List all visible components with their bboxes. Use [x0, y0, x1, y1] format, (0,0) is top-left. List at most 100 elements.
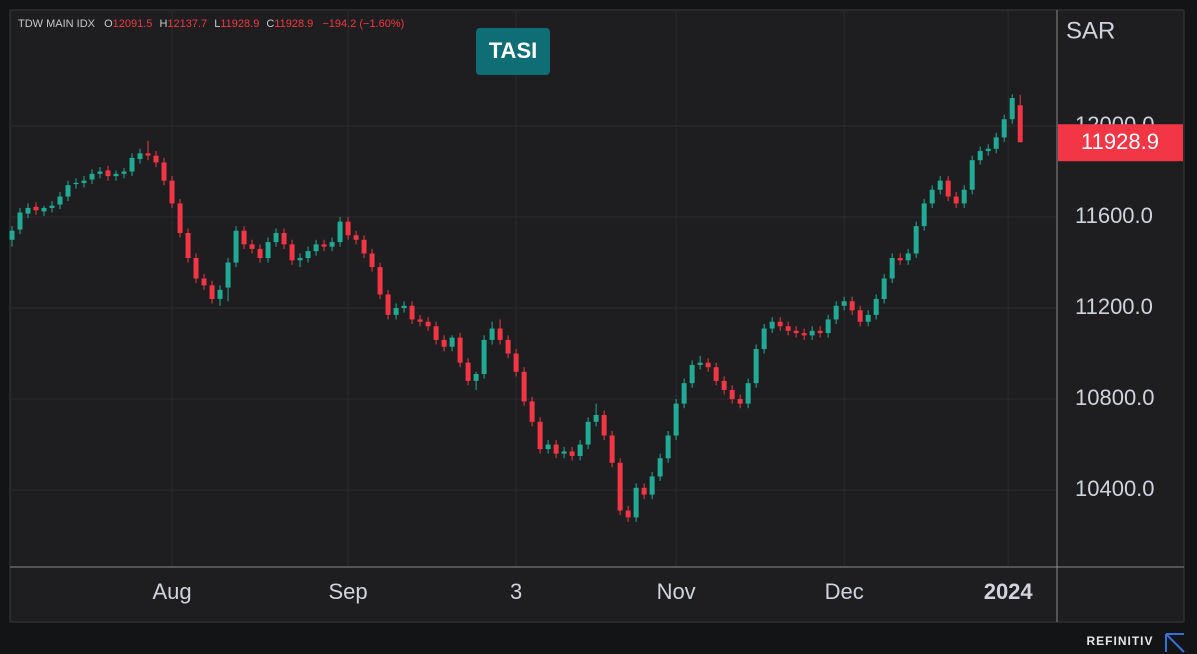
candle-body	[329, 242, 335, 247]
candle-body	[49, 205, 55, 208]
candle-body	[705, 362, 711, 368]
candle-body	[241, 230, 247, 245]
candle-body	[665, 435, 671, 459]
candle-body	[697, 362, 703, 365]
labels: 10400.010800.011200.011600.012000.0AugSe…	[152, 112, 1183, 604]
candle-body	[753, 349, 759, 384]
candle-body	[441, 339, 447, 347]
candle-body	[233, 230, 239, 263]
source: REFINITIV	[1086, 634, 1153, 648]
candle-body	[185, 232, 191, 259]
candle-body	[777, 321, 783, 327]
candle-body	[657, 458, 663, 477]
candle-body	[449, 337, 455, 347]
ohlc-label: C	[266, 18, 274, 30]
candle-body	[833, 305, 839, 320]
candle-body	[609, 435, 615, 463]
candle-body	[897, 258, 903, 261]
candle-body	[265, 242, 271, 259]
candle-body	[761, 328, 767, 350]
candle-body	[409, 305, 415, 320]
candle-body	[953, 196, 959, 204]
price-tag	[1058, 124, 1183, 162]
candle-body	[641, 487, 647, 495]
candle-body	[537, 421, 543, 450]
candle-body	[513, 353, 519, 372]
candle-body	[305, 251, 311, 259]
candle-body	[585, 421, 591, 445]
candle-body	[281, 232, 287, 245]
candle-body	[1009, 98, 1015, 120]
candle-body	[417, 319, 423, 322]
candle-body	[145, 153, 151, 156]
candle-body	[289, 244, 295, 261]
candle-body	[249, 244, 255, 249]
candle-body	[521, 371, 527, 402]
candle-body	[889, 258, 895, 279]
candle-body	[169, 180, 175, 204]
candle-body	[905, 253, 911, 261]
x-tick-label: 3	[510, 579, 522, 604]
candle-body	[393, 308, 399, 315]
price-tag-label: 11928.9	[1081, 129, 1159, 154]
candle-body	[633, 487, 639, 518]
candle-body	[545, 444, 551, 450]
candle-body	[913, 226, 919, 254]
candle-body	[689, 364, 695, 384]
ohlc-value: 12091.5	[113, 18, 153, 30]
candle-body	[817, 330, 823, 334]
candle-body	[1001, 119, 1007, 138]
candle-body	[553, 444, 559, 454]
ohlc-label: L	[214, 18, 220, 30]
candle-body	[993, 137, 999, 149]
candle-body	[881, 278, 887, 299]
candle-body	[681, 383, 687, 404]
candle-body	[849, 301, 855, 311]
candle-body	[313, 244, 319, 252]
candle-body	[945, 180, 951, 197]
candle-body	[929, 189, 935, 204]
candle-body	[593, 415, 599, 422]
chart-frame	[9, 9, 1185, 623]
candle-body	[297, 258, 303, 261]
candle-body	[425, 321, 431, 327]
candle-body	[793, 330, 799, 334]
candle-body	[649, 476, 655, 495]
source-logo	[1165, 633, 1185, 653]
candle-body	[969, 160, 975, 190]
candle-body	[321, 244, 327, 247]
candle-body	[865, 314, 871, 322]
candle-body	[873, 298, 879, 315]
badge-text: TASI	[489, 38, 537, 63]
candle-body	[369, 253, 375, 268]
candle-body	[73, 182, 79, 185]
candle-body	[89, 173, 95, 180]
candle-body	[625, 510, 631, 518]
ohlc-value: 11928.9	[274, 18, 313, 30]
candle-body	[433, 326, 439, 340]
grid	[10, 10, 1057, 567]
candle-body	[129, 157, 135, 172]
y-tick-label: 11200.0	[1075, 294, 1153, 319]
ohlc-label: O	[104, 18, 113, 30]
x-tick-label: Aug	[152, 579, 191, 604]
candle-body	[361, 239, 367, 254]
candle-body	[193, 258, 199, 279]
candle-body	[121, 171, 127, 174]
candle-body	[737, 399, 743, 404]
ohlc-value: 12137.7	[167, 18, 207, 30]
candle-body	[937, 180, 943, 190]
candle-body	[465, 362, 471, 381]
x-tick-label: Dec	[825, 579, 864, 604]
candle-body	[809, 330, 815, 336]
candle-body	[161, 162, 167, 181]
candle-body	[569, 451, 575, 456]
candle-body	[9, 230, 15, 240]
candle-body	[977, 151, 983, 161]
candle-body	[105, 170, 111, 177]
candle-body	[473, 374, 479, 381]
candle-body	[505, 339, 511, 354]
candle-body	[201, 278, 207, 286]
